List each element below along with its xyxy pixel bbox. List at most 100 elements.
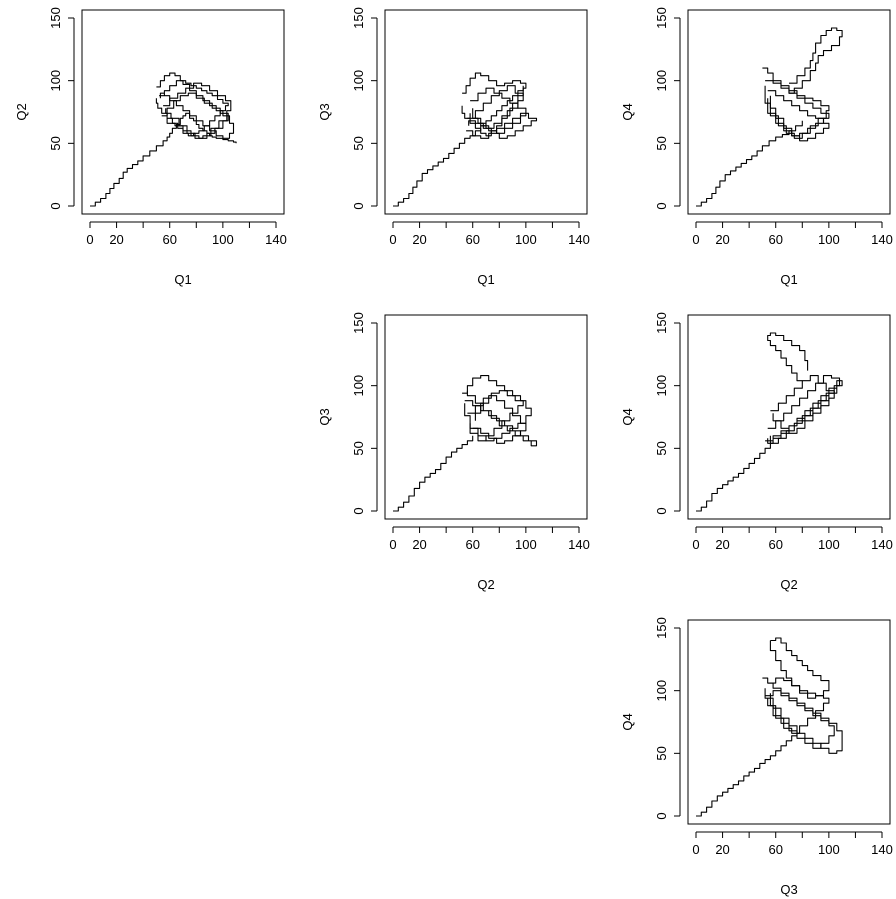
y-tick-label: 150: [654, 617, 669, 639]
y-tick-label: 50: [654, 441, 669, 455]
x-tick-label: 60: [465, 537, 479, 552]
y-tick-label: 0: [654, 202, 669, 209]
trace-line-2: [461, 72, 527, 137]
y-tick-label: 50: [48, 136, 63, 150]
y-tick-label: 0: [351, 202, 366, 209]
trace-line-1: [90, 112, 237, 207]
trace-line-1: [696, 730, 798, 817]
plot-frame: [384, 314, 588, 520]
plot-frame: [687, 619, 891, 825]
x-tick-label: 0: [692, 232, 699, 247]
trace-line-5: [470, 87, 527, 134]
y-tick-label: 50: [351, 441, 366, 455]
y-axis-title: Q3: [317, 103, 332, 120]
y-tick-label: 100: [351, 375, 366, 397]
x-tick-label: 20: [109, 232, 123, 247]
trace-line-3: [464, 390, 538, 447]
x-tick-label: 0: [692, 842, 699, 857]
plot-panel-1: 0 20 60 100 140 Q1 0 50 100 150 Q2: [14, 7, 287, 287]
y-axis-title: Q2: [14, 103, 29, 120]
x-tick-label: 20: [412, 232, 426, 247]
x-tick-label: 60: [768, 232, 782, 247]
y-tick-label: 100: [654, 70, 669, 92]
trace-line-1: [393, 435, 474, 512]
x-tick-label: 100: [515, 232, 537, 247]
trace-line-2: [155, 72, 229, 137]
x-axis-title: Q3: [780, 882, 797, 897]
trace-line-4: [467, 85, 524, 129]
trace-line-5: [161, 92, 229, 139]
x-tick-label: 140: [871, 842, 893, 857]
x-tick-label: 20: [715, 232, 729, 247]
y-axis-title: Q3: [317, 408, 332, 425]
x-tick-label: 140: [871, 232, 893, 247]
trace-line-3: [159, 80, 235, 139]
y-tick-label: 150: [351, 312, 366, 334]
x-tick-label: 20: [715, 537, 729, 552]
x-axis-title: Q1: [174, 272, 191, 287]
x-axis-title: Q1: [780, 272, 797, 287]
y-tick-label: 0: [351, 507, 366, 514]
y-tick-label: 0: [654, 812, 669, 819]
x-tick-label: 140: [265, 232, 287, 247]
x-tick-label: 60: [162, 232, 176, 247]
trace-line-5: [767, 332, 809, 382]
y-tick-label: 150: [654, 312, 669, 334]
y-tick-label: 150: [48, 7, 63, 29]
x-axis-title: Q2: [477, 577, 494, 592]
x-tick-label: 0: [692, 537, 699, 552]
trace-line-4: [770, 375, 835, 434]
x-tick-label: 0: [86, 232, 93, 247]
plot-frame: [81, 9, 285, 215]
y-tick-label: 50: [351, 136, 366, 150]
x-tick-label: 0: [389, 537, 396, 552]
x-tick-label: 0: [389, 232, 396, 247]
trace-line-1: [696, 120, 803, 207]
plot-panel-6: 0 20 60 100 140 Q3 0 50 100 150 Q4: [620, 617, 893, 897]
y-tick-label: 100: [654, 680, 669, 702]
x-tick-label: 140: [568, 232, 590, 247]
trace-line-1: [393, 85, 524, 207]
x-tick-label: 100: [515, 537, 537, 552]
y-tick-label: 0: [654, 507, 669, 514]
y-axis-title: Q4: [620, 408, 635, 425]
x-tick-label: 140: [568, 537, 590, 552]
trace-line-4: [767, 90, 830, 142]
x-tick-label: 60: [465, 232, 479, 247]
plot-panel-3: 0 20 60 100 140 Q1 0 50 100 150 Q4: [620, 7, 893, 287]
y-tick-label: 100: [654, 375, 669, 397]
trace-line-1: [696, 443, 771, 512]
y-axis-title: Q4: [620, 103, 635, 120]
y-tick-label: 0: [48, 202, 63, 209]
plot-frame: [687, 314, 891, 520]
trace-line-2: [765, 380, 843, 444]
x-tick-label: 20: [715, 842, 729, 857]
trace-line-5: [788, 27, 843, 94]
trace-line-5: [472, 395, 527, 444]
y-tick-label: 150: [654, 7, 669, 29]
plot-panel-5: 0 20 60 100 140 Q2 0 50 100 150 Q4: [620, 312, 893, 592]
x-tick-label: 20: [412, 537, 426, 552]
y-tick-label: 100: [351, 70, 366, 92]
plot-frame: [384, 9, 588, 215]
plot-panel-4: 0 20 60 100 140 Q2 0 50 100 150 Q3: [317, 312, 590, 592]
x-tick-label: 60: [768, 537, 782, 552]
plot-panel-2: 0 20 60 100 140 Q1 0 50 100 150 Q3: [317, 7, 590, 287]
x-tick-label: 100: [212, 232, 234, 247]
x-tick-label: 140: [871, 537, 893, 552]
trace-line-3: [765, 690, 835, 749]
x-axis-title: Q1: [477, 272, 494, 287]
y-axis-title: Q4: [620, 713, 635, 730]
x-tick-label: 100: [818, 842, 840, 857]
x-axis-title: Q2: [780, 577, 797, 592]
x-tick-label: 60: [768, 842, 782, 857]
y-tick-label: 150: [351, 7, 366, 29]
trace-line-5: [769, 637, 830, 699]
plot-frame: [687, 9, 891, 215]
trace-line-3: [767, 375, 841, 444]
y-tick-label: 50: [654, 136, 669, 150]
x-tick-label: 100: [818, 537, 840, 552]
y-tick-label: 100: [48, 70, 63, 92]
x-tick-label: 100: [818, 232, 840, 247]
